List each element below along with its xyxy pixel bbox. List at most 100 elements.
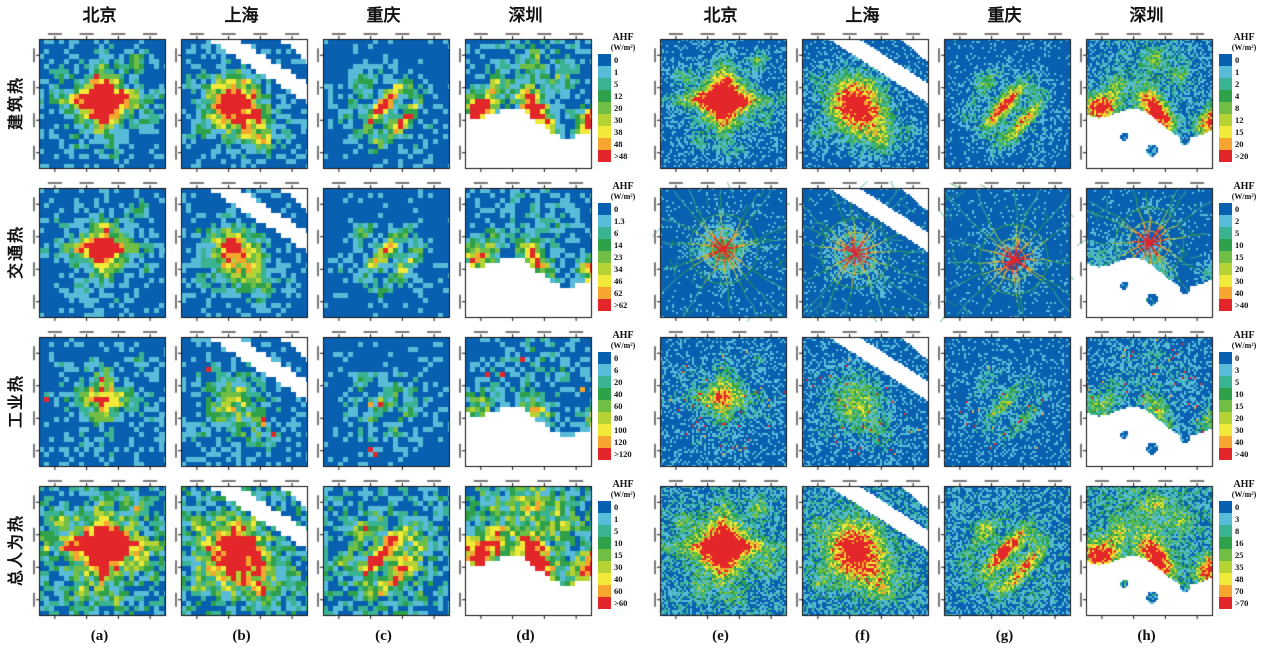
legend-swatch — [1219, 436, 1232, 448]
legend-label: 40 — [1235, 437, 1244, 447]
legend-class: 0 — [1219, 501, 1248, 513]
legend-class: 0 — [598, 54, 627, 66]
legend-colorbar: 0 1 5 12 20 30 38 48 >48 — [598, 54, 627, 162]
legend-label: 0 — [614, 55, 619, 65]
panel-letter-b: (b) — [232, 628, 251, 644]
legend-label: 30 — [614, 115, 623, 125]
map-canvas — [651, 479, 790, 620]
map-canvas — [30, 330, 169, 471]
legend-swatch — [598, 203, 611, 215]
legend-label: 30 — [1235, 276, 1244, 286]
map-panel-d-shenzhen-traffic — [456, 181, 595, 322]
row-label-industry: 工业热 — [8, 373, 26, 428]
map-canvas — [314, 330, 453, 471]
legend-colorbar: 0 2 5 10 15 20 30 40 >40 — [1219, 203, 1248, 311]
legend-label: 12 — [614, 91, 623, 101]
map-canvas — [935, 479, 1074, 620]
column-header-shenzhen-right: 深圳 — [1129, 5, 1164, 25]
legend-swatch — [1219, 585, 1232, 597]
map-panel-b-shanghai-building — [172, 32, 311, 173]
map-canvas — [30, 32, 169, 173]
legend-label: >60 — [614, 598, 628, 608]
legend-class: 12 — [598, 90, 627, 102]
panel-letter-d: (d) — [516, 628, 535, 644]
legend-unit: (W/m²) — [610, 192, 636, 201]
legend-class: 15 — [598, 549, 627, 561]
map-panel-a-beijing-traffic — [30, 181, 169, 322]
legend-class: 120 — [598, 436, 632, 448]
panel-letter-h: (h) — [1137, 628, 1156, 644]
footer-spacer — [598, 628, 648, 646]
legend-label: 15 — [614, 550, 623, 560]
legend-label: >40 — [1235, 300, 1249, 310]
legend-colorbar: 0 1 5 10 15 30 40 60 >60 — [598, 501, 627, 609]
legend-swatch — [1219, 549, 1232, 561]
map-canvas — [793, 479, 932, 620]
legend-swatch — [1219, 364, 1232, 376]
legend-class: 3 — [1219, 364, 1248, 376]
map-canvas — [935, 330, 1074, 471]
legend-title: AHF — [612, 181, 634, 192]
legend-label: 5 — [614, 79, 619, 89]
map-canvas — [651, 330, 790, 471]
legend-swatch — [598, 138, 611, 150]
legend-swatch — [1219, 90, 1232, 102]
legend-unit: (W/m²) — [1231, 341, 1257, 350]
map-canvas — [30, 479, 169, 620]
legend-class: 5 — [1219, 376, 1248, 388]
legend-unit: (W/m²) — [610, 490, 636, 499]
legend-label: 0 — [614, 204, 619, 214]
legend-swatch — [1219, 376, 1232, 388]
legend-class: 30 — [598, 114, 627, 126]
legend-label: 80 — [614, 413, 623, 423]
map-panel-g-chongqing-traffic — [935, 181, 1074, 322]
legend-swatch — [1219, 525, 1232, 537]
legend-label: 30 — [614, 562, 623, 572]
legend-class: >62 — [598, 299, 627, 311]
map-panel-e-beijing-traffic — [651, 181, 790, 322]
map-canvas — [30, 181, 169, 322]
map-panel-a-beijing-total — [30, 479, 169, 620]
legend-label: 15 — [1235, 252, 1244, 262]
legend-class: 23 — [598, 251, 627, 263]
legend-label: 34 — [614, 264, 623, 274]
legend-label: 60 — [614, 586, 623, 596]
legend-unit: (W/m²) — [610, 341, 636, 350]
map-canvas — [314, 32, 453, 173]
legend-title: AHF — [1233, 330, 1255, 341]
legend-class: 0 — [1219, 203, 1248, 215]
legend-swatch — [598, 525, 611, 537]
legend-swatch — [598, 424, 611, 436]
legend-swatch — [598, 287, 611, 299]
legend-class: >40 — [1219, 299, 1248, 311]
legend-label: 20 — [1235, 139, 1244, 149]
legend-label: >40 — [1235, 449, 1249, 459]
legend-label: 0 — [614, 353, 619, 363]
map-panel-h-shenzhen-building — [1077, 32, 1216, 173]
map-panel-d-shenzhen-total — [456, 479, 595, 620]
legend-class: 3 — [1219, 513, 1248, 525]
legend-class: >70 — [1219, 597, 1248, 609]
map-panel-b-shanghai-industry — [172, 330, 311, 471]
legend-swatch — [598, 227, 611, 239]
legend-class: 1 — [1219, 66, 1248, 78]
legend-class: 0 — [1219, 54, 1248, 66]
legend-unit: (W/m²) — [610, 43, 636, 52]
legend-class: 1 — [598, 513, 627, 525]
legend-swatch — [598, 412, 611, 424]
legend-label: 5 — [1235, 377, 1240, 387]
legend-swatch — [598, 585, 611, 597]
legend-swatch — [1219, 251, 1232, 263]
legend-unit: (W/m²) — [1231, 43, 1257, 52]
map-panel-a-beijing-industry — [30, 330, 169, 471]
legend-label: 48 — [1235, 574, 1244, 584]
legend-class: 20 — [1219, 263, 1248, 275]
legend-class: 5 — [598, 525, 627, 537]
map-panel-e-beijing-industry — [651, 330, 790, 471]
legend-swatch — [1219, 203, 1232, 215]
legend-label: 6 — [614, 365, 619, 375]
legend-label: 20 — [1235, 413, 1244, 423]
legend-unit: (W/m²) — [1231, 490, 1257, 499]
map-canvas — [172, 32, 311, 173]
